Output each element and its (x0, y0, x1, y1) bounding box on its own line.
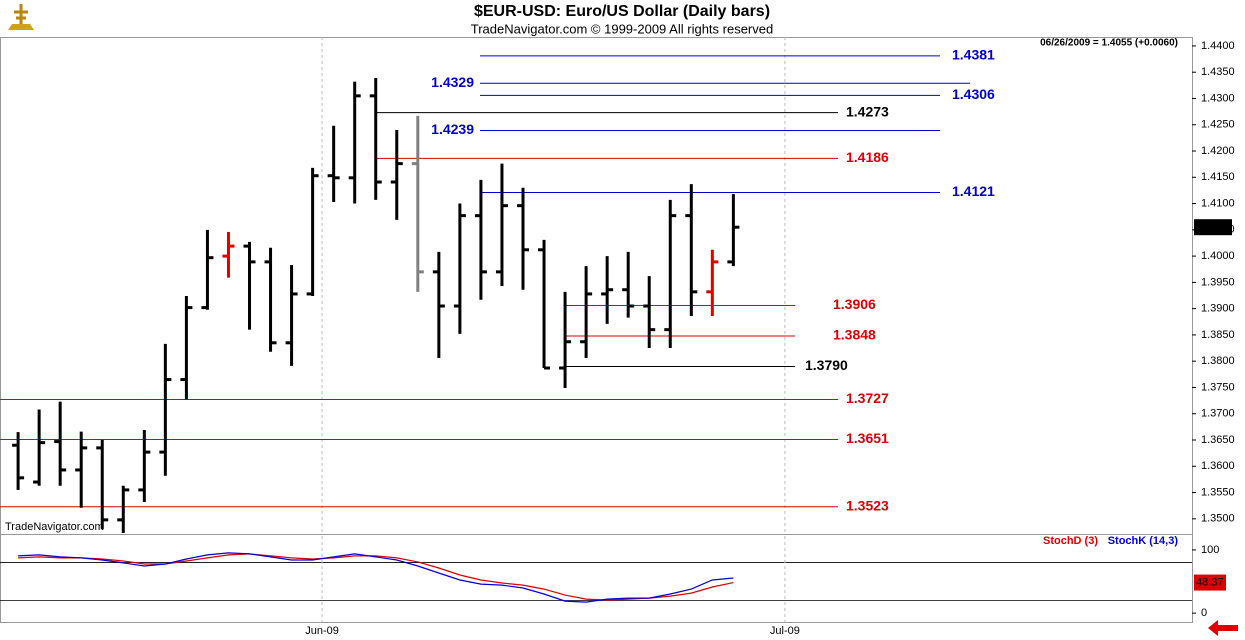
y-tick-label: 1.3850 (1201, 329, 1235, 341)
y-tick-label: 1.3750 (1201, 381, 1235, 393)
logo (8, 4, 34, 30)
y-tick-label: 1.3700 (1201, 408, 1235, 420)
last-price-label: 1.4055 (1197, 221, 1231, 233)
level-label: 1.3651 (846, 430, 889, 446)
level-label: 1.4273 (846, 103, 889, 119)
level-label: 1.4329 (431, 74, 474, 90)
y-tick-label: 1.4350 (1201, 66, 1235, 78)
y-tick-label: 1.3800 (1201, 355, 1235, 367)
y-tick-label: 1.3600 (1201, 460, 1235, 472)
scroll-arrow[interactable] (1208, 620, 1238, 636)
level-label: 1.3790 (805, 357, 848, 373)
last-price-box (1194, 219, 1232, 236)
level-label: 1.4239 (431, 121, 474, 137)
y-tick-label: 1.4200 (1201, 145, 1235, 157)
price-info: 06/26/2009 = 1.4055 (+0.0060) (1040, 38, 1178, 49)
y-tick-label: 1.4150 (1201, 171, 1235, 183)
y-tick-label: 100 (1201, 544, 1219, 556)
level-label: 1.3906 (833, 296, 876, 312)
y-tick-label: 1.3950 (1201, 276, 1235, 288)
stoch-line (18, 553, 734, 601)
legend-entry: StochD (3) (1043, 535, 1098, 547)
last-value-label: 48.37 (1196, 576, 1224, 588)
level-label: 1.4381 (952, 47, 995, 63)
plot-frame (0, 37, 1193, 623)
level-label: 1.3727 (846, 390, 889, 406)
level-label: 1.3523 (846, 497, 889, 513)
y-tick-label: 0 (1201, 607, 1207, 619)
y-tick-label: 1.4250 (1201, 119, 1235, 131)
chart-title: $EUR-USD: Euro/US Dollar (Daily bars) (474, 3, 770, 20)
y-tick-label: 1.4000 (1201, 250, 1235, 262)
y-tick-label: 1.3650 (1201, 434, 1235, 446)
stoch-line (18, 552, 734, 603)
level-label: 1.4121 (952, 183, 995, 199)
x-tick-label: Jun-09 (305, 625, 339, 637)
watermark: TradeNavigator.com (5, 521, 104, 533)
y-tick-label: 1.4100 (1201, 197, 1235, 209)
level-label: 1.4306 (952, 86, 995, 102)
level-label: 1.3848 (833, 327, 876, 343)
y-tick-label: 1.3550 (1201, 486, 1235, 498)
chart-subtitle: TradeNavigator.com © 1999-2009 All right… (471, 21, 773, 36)
x-tick-label: Jul-09 (770, 625, 800, 637)
legend-entry: StochK (14,3) (1108, 535, 1179, 547)
y-tick-label: 1.4300 (1201, 92, 1235, 104)
y-tick-label: 1.4400 (1201, 40, 1235, 52)
last-value-box (1194, 574, 1226, 591)
y-tick-label: 1.3900 (1201, 303, 1235, 315)
level-label: 1.4186 (846, 149, 889, 165)
y-tick-label: 1.3500 (1201, 513, 1235, 525)
